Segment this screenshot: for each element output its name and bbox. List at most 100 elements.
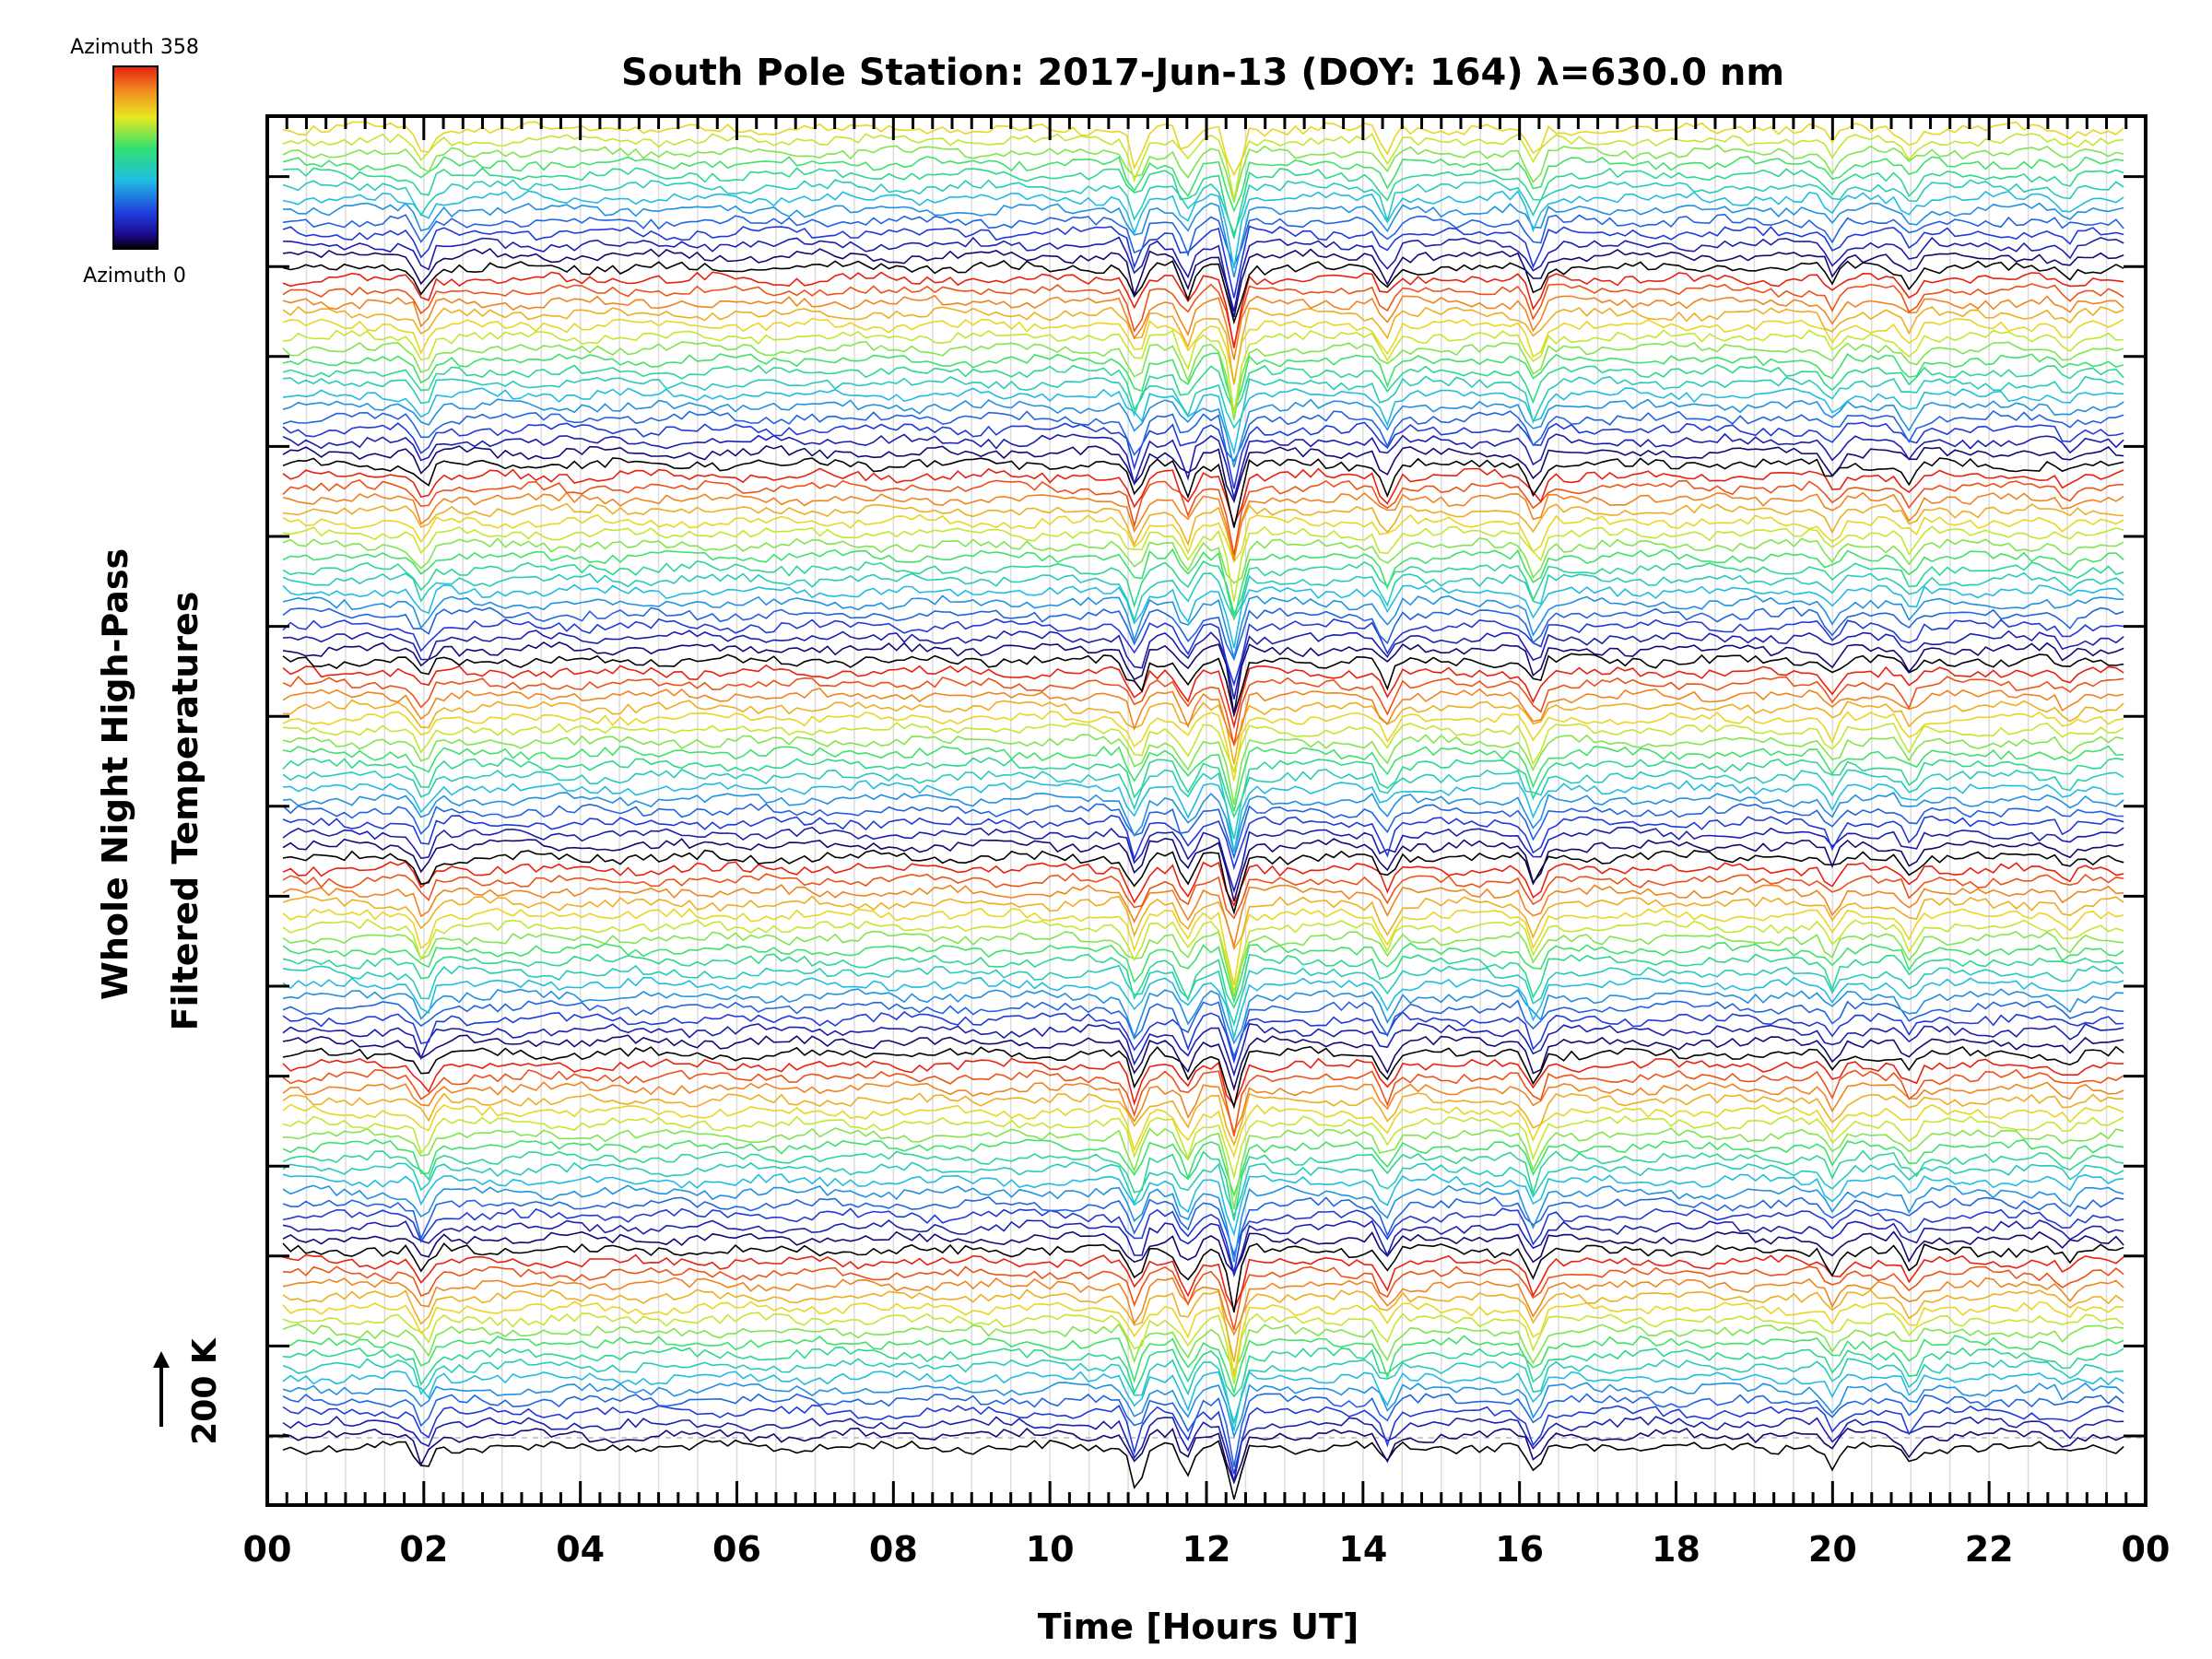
trace-line [282,769,2124,840]
trace-line [282,606,2124,662]
trace-line [282,734,2124,806]
trace-line [282,1415,2124,1482]
trace-line [282,1127,2124,1210]
trace-line [282,236,2124,312]
trace-line [282,547,2124,620]
chart-title: South Pole Station: 2017-Jun-13 (DOY: 16… [621,52,1784,94]
scale-bar: 200 K [153,1337,224,1445]
trace-line [282,1068,2124,1136]
trace-line [282,1057,2124,1107]
trace-line [282,1439,2124,1500]
trace-line [282,421,2124,489]
trace-line [282,491,2124,561]
trace-line [282,664,2124,730]
axis-ticks [265,116,2147,1505]
trace-line [282,964,2124,1028]
trace-line [282,976,2124,1041]
trace-line [282,213,2124,268]
trace-line [282,722,2124,774]
trace-line [282,190,2124,269]
colorbar-bottom-label: Azimuth 0 [83,265,186,288]
trace-line [282,757,2124,819]
trace-line [282,202,2124,277]
trace-line [282,1161,2124,1218]
trace-line [282,1138,2124,1198]
trace-line [282,676,2124,746]
trace-line [282,283,2124,347]
trace-line [282,144,2124,203]
trace-line [282,999,2124,1059]
trace-line [282,861,2124,908]
trace-line [282,1080,2124,1134]
trace-line [282,780,2124,853]
trace-line [282,340,2124,420]
trace-line [282,133,2124,201]
x-tick-label: 06 [712,1529,761,1570]
trace-line [282,837,2124,902]
trace-line [282,167,2124,239]
trace-line [282,872,2124,920]
x-axis-title: Time [Hours UT] [1038,1606,1359,1647]
trace-line [282,1427,2124,1485]
trace-line [282,1288,2124,1362]
colorbar [112,65,159,250]
y-axis-title-line2: Filtered Temperatures [165,592,206,1031]
trace-line [282,1404,2124,1475]
trace-line [282,1045,2124,1110]
trace-line [282,479,2124,556]
trace-line [282,1241,2124,1313]
trace-line [282,849,2124,915]
trace-line [282,387,2124,455]
trace-line [282,1022,2124,1077]
trace-line [282,375,2124,429]
trace-line [282,941,2124,1005]
trace-line [282,814,2124,871]
trace-line [282,352,2124,413]
trace-line [282,1034,2124,1092]
trace-line [282,179,2124,237]
trace-line [282,156,2124,213]
x-tick-label: 10 [1026,1529,1075,1570]
trace-line [282,398,2124,468]
x-tick-label: 02 [399,1529,448,1570]
trace-line [282,271,2124,348]
trace-line [282,1370,2124,1425]
trace-line [282,988,2124,1045]
trace-line [282,1300,2124,1378]
trace-line [282,536,2124,584]
trace-line [282,953,2124,1009]
trace-line [282,618,2124,688]
trace-line [282,1149,2124,1221]
trace-line [282,1173,2124,1237]
trace-line [282,305,2124,385]
trace-line [282,641,2124,715]
trace-line [282,1346,2124,1398]
trace-line [282,121,2124,177]
trace-line [282,907,2124,986]
trace-line [282,1092,2124,1147]
trace-line [282,1195,2124,1257]
trace-line [282,1358,2124,1431]
trace-line [282,513,2124,564]
y-axis-title-line1: Whole Night High-Pass [95,548,135,1000]
trace-line [282,525,2124,602]
trace-line [282,502,2124,559]
trace-line [282,930,2124,998]
x-tick-label: 04 [556,1529,605,1570]
x-tick-label: 00 [2122,1529,2171,1570]
trace-line [282,1393,2124,1467]
x-tick-label: 22 [1965,1529,2014,1570]
trace-line [282,1184,2124,1263]
trace-line [282,225,2124,299]
trace-line [282,409,2124,463]
trace-line [282,260,2124,325]
x-tick-label: 18 [1652,1529,1700,1570]
x-tick-labels: 00 02 04 06 08 10 12 14 16 18 20 22 00 [243,1529,2171,1570]
trace-line [282,1382,2124,1439]
trace-line [282,1265,2124,1331]
trace-line [282,1335,2124,1395]
scale-bar-label: 200 K [186,1337,224,1445]
trace-line [282,294,2124,360]
trace-line [282,444,2124,504]
x-tick-label: 08 [869,1529,918,1570]
